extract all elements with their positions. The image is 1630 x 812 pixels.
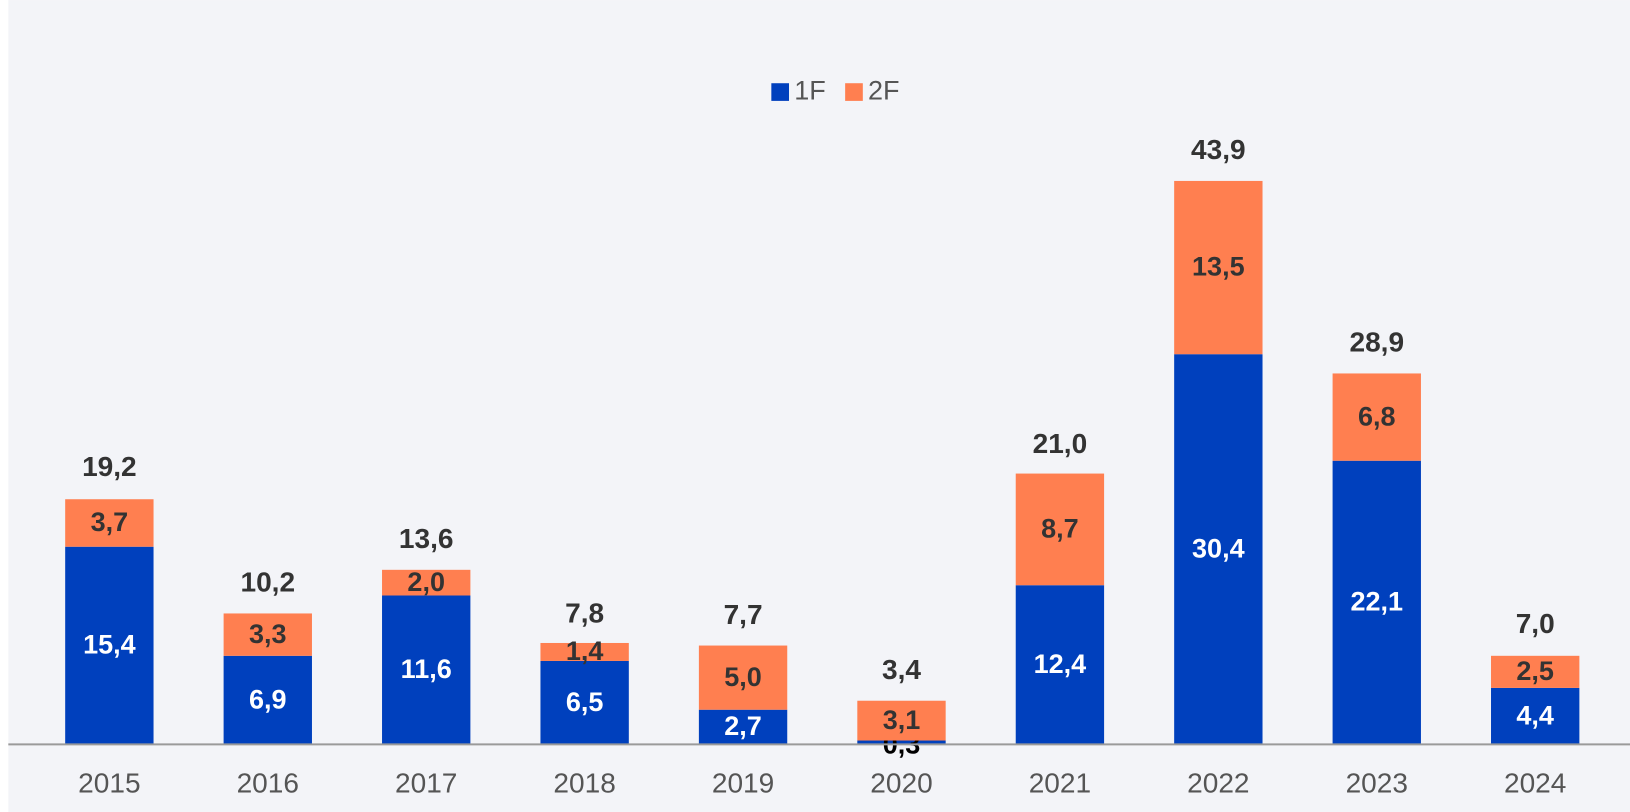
segment-label: 3,7 [91, 507, 129, 537]
segment-label: 3,3 [249, 619, 287, 649]
total-label: 7,8 [565, 598, 604, 629]
total-label: 13,6 [399, 523, 454, 554]
bar-segment [857, 740, 946, 745]
bar-segment [698, 645, 788, 710]
bar-segment [857, 700, 946, 741]
bar-segment [223, 613, 312, 656]
bar-segment [1174, 354, 1263, 745]
x-tick-label: 2019 [712, 767, 774, 798]
bar-segment [382, 569, 471, 596]
bar-segment [382, 595, 471, 745]
legend-label: 1F [794, 76, 826, 106]
x-tick-label: 2015 [78, 767, 140, 798]
segment-label: 15,4 [83, 630, 136, 660]
bar-segment [1174, 180, 1263, 355]
total-label: 28,9 [1349, 327, 1404, 358]
total-label: 7,7 [724, 599, 763, 630]
segment-label: 6,8 [1358, 401, 1396, 431]
total-label: 10,2 [240, 567, 295, 598]
total-label: 3,4 [882, 654, 921, 685]
bar-segment [1332, 373, 1421, 461]
legend-label: 2F [868, 76, 900, 106]
x-tick-label: 2018 [553, 767, 615, 798]
segment-label: 12,4 [1034, 649, 1087, 679]
bar-segment [698, 709, 788, 745]
x-tick-label: 2022 [1187, 767, 1249, 798]
x-tick-label: 2020 [870, 767, 932, 798]
segment-label: 2,7 [724, 711, 762, 741]
bar-segment [1491, 655, 1580, 688]
segment-label: 30,4 [1192, 533, 1245, 563]
x-tick-label: 2023 [1346, 767, 1408, 798]
segment-label: 1,4 [566, 636, 604, 666]
bar-segment [1332, 460, 1421, 745]
x-tick-label: 2016 [237, 767, 299, 798]
bar-segment [1015, 473, 1105, 586]
segment-label: 6,5 [566, 687, 604, 717]
total-label: 21,0 [1033, 428, 1088, 459]
segment-label: 2,0 [407, 567, 445, 597]
bar-segment [65, 546, 154, 745]
total-label: 43,9 [1191, 134, 1246, 165]
bar-segment [223, 655, 312, 745]
x-tick-label: 2021 [1029, 767, 1091, 798]
segment-label: 22,1 [1350, 587, 1403, 617]
segment-label: 6,9 [249, 684, 287, 714]
legend-swatch [771, 83, 790, 101]
segment-label: 11,6 [401, 654, 452, 684]
total-label: 19,2 [82, 451, 137, 482]
segment-label: 8,7 [1041, 514, 1079, 544]
bar-segment [1491, 687, 1580, 745]
segment-label: 13,5 [1192, 252, 1245, 282]
total-label: 7,0 [1516, 608, 1555, 639]
bar-segment [65, 499, 154, 547]
segment-label: 3,1 [883, 705, 921, 735]
segment-label: 2,5 [1516, 656, 1554, 686]
bar-segment [540, 642, 629, 661]
bar-segment [540, 660, 629, 745]
segment-label: 5,0 [724, 662, 762, 692]
legend-swatch [845, 83, 863, 101]
segment-label: 4,4 [1516, 700, 1554, 730]
bar-segment [1015, 585, 1105, 745]
x-tick-label: 2024 [1504, 767, 1566, 798]
x-tick-label: 2017 [395, 767, 457, 798]
